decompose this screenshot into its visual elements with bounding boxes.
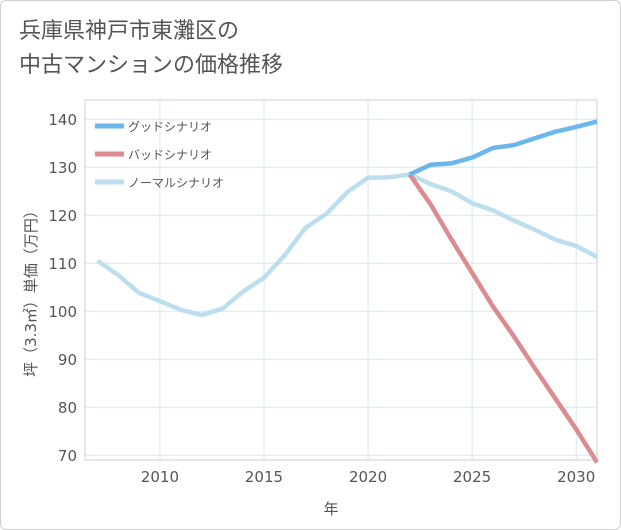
legend-label: バッドシナリオ bbox=[128, 148, 212, 162]
series-line-1 bbox=[407, 173, 599, 464]
x-axis-label: 年 bbox=[323, 500, 338, 518]
y-tick-label: 90 bbox=[58, 351, 77, 369]
series-lines bbox=[96, 119, 599, 464]
chart-title-line-1: 兵庫県神戸市東灘区の bbox=[19, 19, 240, 44]
series-line-2 bbox=[96, 172, 599, 318]
chart-title-line-2: 中古マンションの価格推移 bbox=[19, 53, 284, 78]
x-tick-label: 2010 bbox=[141, 468, 179, 486]
x-axis-ticks: 2010 2015 2020 2025 2030 bbox=[141, 468, 595, 486]
x-tick-label: 2020 bbox=[349, 468, 387, 486]
x-tick-label: 2015 bbox=[245, 468, 283, 486]
y-tick-label: 130 bbox=[48, 159, 77, 177]
chart-title: 兵庫県神戸市東灘区の 中古マンションの価格推移 bbox=[19, 15, 283, 83]
x-tick-label: 2025 bbox=[453, 468, 491, 486]
y-axis-label: 坪（3.3㎡）単価（万円） bbox=[22, 203, 40, 377]
y-tick-label: 140 bbox=[48, 111, 77, 129]
x-tick-label: 2030 bbox=[557, 468, 595, 486]
grid-lines bbox=[85, 100, 597, 460]
y-tick-label: 70 bbox=[58, 447, 77, 465]
y-tick-label: 120 bbox=[48, 207, 77, 225]
plot-area bbox=[84, 99, 598, 461]
series-line-0 bbox=[408, 119, 598, 177]
plot-border bbox=[84, 99, 598, 461]
y-tick-label: 80 bbox=[58, 399, 77, 417]
legend-label: グッドシナリオ bbox=[128, 120, 212, 134]
y-axis-ticks: 70 80 90 100 110 120 130 140 bbox=[48, 111, 77, 465]
legend-label: ノーマルシナリオ bbox=[128, 176, 224, 190]
y-tick-label: 110 bbox=[48, 255, 77, 273]
y-tick-label: 100 bbox=[48, 303, 77, 321]
